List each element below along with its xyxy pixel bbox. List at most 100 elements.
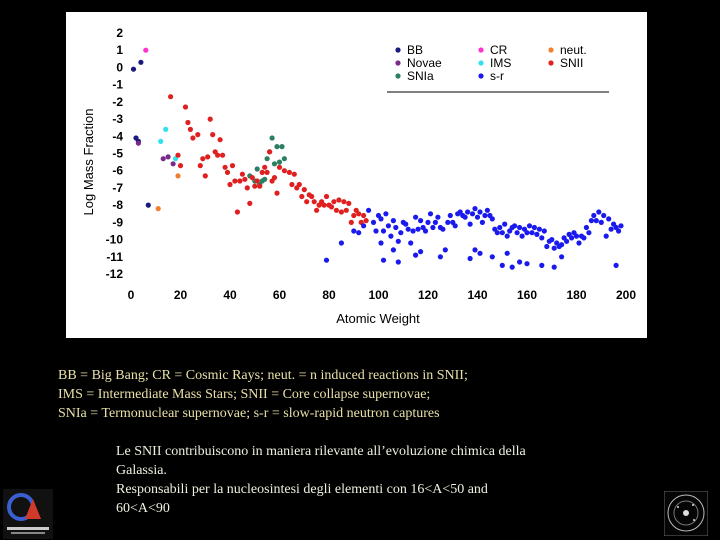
data-point-snii — [361, 212, 367, 219]
data-point-s-r — [581, 235, 587, 241]
data-point-snii — [363, 218, 369, 224]
data-point-s-r — [390, 218, 396, 224]
caption-line-3: SNIa = Termonuclear supernovae; s-r = sl… — [58, 406, 440, 421]
data-point-s-r — [544, 243, 550, 250]
data-point-s-r — [616, 228, 622, 234]
data-point-s-r — [601, 212, 607, 219]
data-point-s-r — [447, 212, 453, 219]
data-point-s-r — [479, 219, 485, 225]
data-point-snii — [351, 212, 357, 219]
data-point-snii — [244, 185, 250, 191]
data-point-snii — [205, 154, 211, 160]
data-point-snii — [259, 169, 265, 175]
data-point-s-r — [559, 242, 565, 248]
data-point-s-r — [432, 219, 438, 225]
data-point-s-r — [474, 214, 481, 220]
data-point-snii — [239, 171, 245, 177]
y-tick-label: -12 — [106, 267, 124, 281]
y-tick-label: -5 — [112, 147, 123, 161]
data-point-snii — [229, 163, 236, 169]
data-point-snii — [220, 152, 226, 158]
data-point-s-r — [603, 233, 609, 239]
seal-star-1 — [677, 506, 679, 508]
legend-label: SNII — [560, 56, 583, 70]
data-point-s-r — [539, 262, 545, 268]
logo-triangle — [25, 499, 41, 519]
x-tick-label: 100 — [368, 288, 388, 302]
data-point-snii — [348, 219, 354, 225]
data-point-s-r — [489, 216, 495, 222]
data-point-s-r — [551, 264, 557, 270]
data-point-s-r — [541, 228, 547, 234]
y-tick-label: -7 — [112, 181, 123, 195]
data-point-snia — [269, 135, 275, 141]
data-point-snii — [341, 199, 347, 205]
data-point-s-r — [467, 221, 473, 227]
data-point-snii — [175, 152, 181, 158]
data-point-ims — [163, 126, 169, 132]
data-point-s-r — [613, 262, 619, 268]
data-point-snia — [264, 156, 270, 162]
data-point-s-r — [539, 235, 545, 241]
data-point-s-r — [323, 257, 330, 263]
data-point-s-r — [526, 223, 533, 229]
data-point-s-r — [370, 219, 377, 225]
data-point-novae — [135, 140, 141, 146]
y-tick-label: -10 — [106, 233, 124, 247]
data-point-s-r — [517, 224, 523, 231]
data-point-neut — [175, 173, 181, 179]
y-tick-label: -3 — [112, 112, 123, 126]
data-point-s-r — [427, 211, 434, 217]
data-point-s-r — [356, 230, 362, 236]
data-point-snii — [289, 181, 295, 188]
data-point-s-r — [608, 226, 614, 232]
explanatory-note: Le SNII contribuiscono in maniera rileva… — [116, 442, 656, 518]
data-point-snii — [232, 178, 238, 184]
data-point-s-r — [373, 228, 379, 234]
x-tick-label: 160 — [517, 288, 537, 302]
data-point-s-r — [482, 212, 488, 219]
data-point-snia — [271, 161, 278, 167]
data-point-snii — [356, 211, 362, 217]
data-point-s-r — [395, 238, 401, 244]
data-point-snii — [195, 132, 201, 138]
astronomy-seal-logo — [664, 491, 708, 536]
data-point-snii — [182, 104, 189, 110]
data-point-snia — [276, 159, 283, 165]
seal-inner-ring — [673, 500, 699, 526]
data-point-cr — [143, 47, 149, 53]
data-point-neut — [155, 206, 161, 212]
data-point-snii — [234, 209, 240, 215]
data-point-snii — [286, 169, 292, 175]
data-point-snia — [254, 166, 260, 172]
legend-label: CR — [490, 43, 508, 57]
data-point-snii — [311, 199, 317, 205]
data-point-snii — [200, 156, 206, 162]
data-point-s-r — [551, 245, 557, 251]
data-point-s-r — [408, 240, 414, 246]
data-point-s-r — [591, 212, 597, 219]
data-point-s-r — [596, 209, 602, 215]
data-point-s-r — [430, 224, 436, 231]
data-point-s-r — [418, 249, 424, 255]
data-point-s-r — [499, 262, 505, 268]
data-point-bb — [145, 202, 151, 208]
y-tick-label: -2 — [112, 95, 123, 109]
data-point-s-r — [536, 226, 542, 232]
y-tick-label: -4 — [112, 129, 123, 143]
note-line-2: Galassia. — [116, 463, 167, 478]
data-point-snii — [321, 202, 327, 208]
data-point-snii — [281, 168, 287, 174]
data-point-snii — [336, 197, 342, 203]
data-point-s-r — [398, 230, 404, 236]
data-point-ims — [158, 138, 164, 144]
legend-marker — [478, 47, 484, 53]
data-point-snii — [304, 199, 310, 205]
data-point-s-r — [618, 223, 624, 229]
y-tick-label: 0 — [116, 60, 123, 74]
data-point-snii — [262, 164, 268, 170]
data-point-snii — [343, 207, 349, 213]
data-point-snii — [296, 181, 302, 188]
data-point-s-r — [440, 226, 446, 232]
data-point-s-r — [383, 211, 389, 217]
